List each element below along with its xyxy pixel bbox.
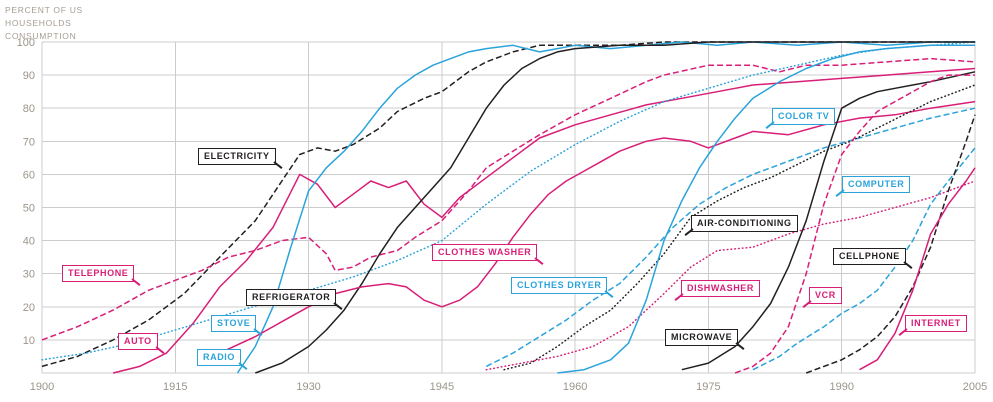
series-line-auto (112, 67, 976, 374)
series-line-refrigerator (255, 41, 975, 374)
series-line-clothes-dryer (485, 107, 976, 368)
y-tick-label: 60 (23, 169, 35, 181)
y-tick-label: 70 (23, 136, 35, 148)
series-line-vcr (734, 74, 975, 374)
unit-label-line1: PERCENT OF US (5, 5, 83, 15)
x-tick-label: 1900 (30, 381, 54, 393)
x-tick-label: 1990 (829, 381, 853, 393)
y-tick-label: 40 (23, 236, 35, 248)
axis-labels: 10 20 30 40 50 60 70 80 90 100 1900 1915 1930 1945 196… (17, 37, 988, 393)
y-tick-label: 50 (23, 203, 35, 215)
series-line-clothes-washer (219, 100, 976, 354)
y-axis-unit-label: PERCENT OF US HOUSEHOLDS CONSUMPTION (5, 4, 83, 44)
series-line-electricity (41, 41, 975, 368)
series-line-internet (859, 167, 976, 371)
series-line-dishwasher (485, 180, 976, 371)
y-tick-label: 10 (23, 335, 35, 347)
y-tick-label: 30 (23, 269, 35, 281)
y-tick-label: 100 (17, 37, 35, 49)
series-line-computer (752, 147, 976, 371)
x-tick-label: 1945 (430, 381, 454, 393)
y-tick-label: 20 (23, 302, 35, 314)
unit-label-line3: CONSUMPTION (5, 31, 77, 42)
grid (41, 41, 976, 374)
x-tick-label: 1915 (163, 381, 187, 393)
y-tick-label: 90 (23, 70, 35, 82)
x-tick-label: 2005 (963, 381, 987, 393)
series-line-cellphone (805, 114, 976, 374)
series-line-color-tv (557, 44, 975, 374)
series-line-radio (236, 41, 975, 374)
series-line-air-conditioning (503, 84, 976, 371)
x-tick-label: 1960 (563, 381, 587, 393)
x-tick-label: 1975 (696, 381, 720, 393)
series-line-stove (41, 41, 976, 361)
series-line-microwave (681, 71, 976, 371)
series-line-telephone (41, 57, 976, 341)
y-tick-label: 80 (23, 103, 35, 115)
x-tick-label: 1930 (296, 381, 320, 393)
unit-label-line2: HOUSEHOLDS (5, 18, 72, 29)
